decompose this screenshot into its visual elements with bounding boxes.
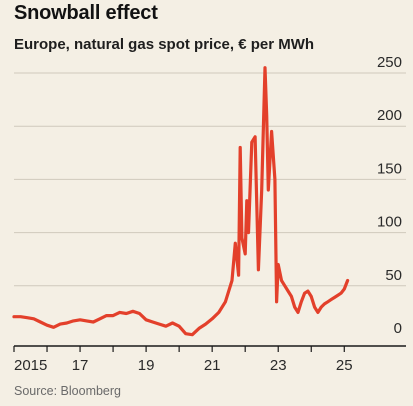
y-tick-label-50: 50 [385,267,402,284]
y-axis-ticks: 0 50 100 150 200 250 [377,54,402,337]
gridlines [14,72,406,287]
x-tick-label-2019: 19 [138,357,155,374]
series-layer [12,66,350,337]
x-tick-label-2017: 17 [72,357,89,374]
x-tick-label-2021: 21 [204,357,221,374]
x-axis: 2015 17 19 21 23 25 [13,345,406,374]
source-note: Source: Bloomberg [14,384,122,398]
y-tick-label-250: 250 [377,54,402,71]
chart-title: Snowball effect [14,2,158,24]
x-tick-label-2025: 25 [336,357,353,374]
y-tick-label-150: 150 [377,160,402,177]
y-tick-label-200: 200 [377,107,402,124]
series-line-gas-price [12,66,350,337]
x-tick-label-2015: 2015 [14,357,47,374]
y-tick-label-100: 100 [377,214,402,231]
chart-subtitle: Europe, natural gas spot price, € per MW… [14,36,315,53]
x-tick-label-2023: 23 [270,357,287,374]
y-tick-label-0: 0 [394,320,402,337]
